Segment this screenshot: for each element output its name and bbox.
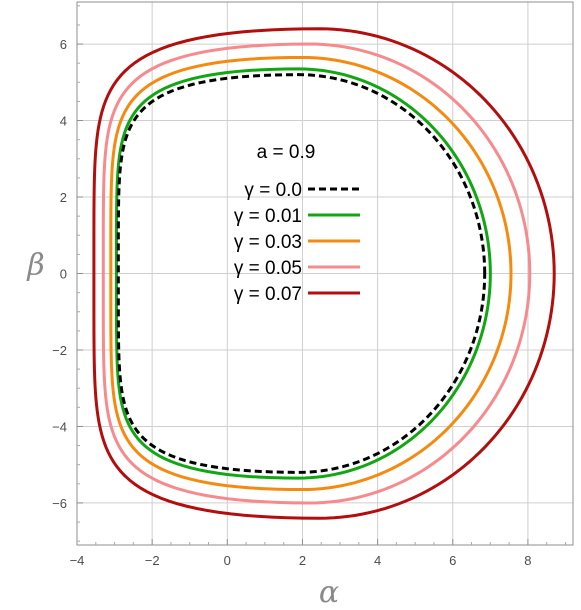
x-axis-label: α bbox=[319, 575, 339, 610]
legend-label: γ = 0.0 bbox=[244, 180, 302, 201]
y-axis-label: β bbox=[26, 248, 44, 283]
x-tick-label: 4 bbox=[374, 553, 381, 568]
x-tick-label: 6 bbox=[449, 553, 456, 568]
x-tick-label: 8 bbox=[524, 553, 531, 568]
y-tick-label: −4 bbox=[52, 419, 67, 434]
curve-0-07 bbox=[92, 27, 556, 520]
curve-0-01 bbox=[114, 67, 492, 480]
legend: γ = 0.0 γ = 0.01 γ = 0.03 γ = 0.05 γ = 0.07 bbox=[234, 180, 360, 305]
y-tick-label: −2 bbox=[52, 343, 67, 358]
y-tick-label: 6 bbox=[60, 37, 67, 52]
y-tick-label: 2 bbox=[60, 190, 67, 205]
legend-label: γ = 0.05 bbox=[234, 258, 302, 279]
y-tick-label: 0 bbox=[60, 267, 67, 282]
curve-0-03 bbox=[109, 55, 513, 492]
curve-0-05 bbox=[101, 42, 532, 505]
x-tick-label: −4 bbox=[70, 553, 85, 568]
x-tick-label: −2 bbox=[145, 553, 160, 568]
legend-label: γ = 0.03 bbox=[234, 232, 302, 253]
axis-ticks: −4 −2 0 2 4 6 8 −6 −4 −2 0 2 4 6 bbox=[52, 5, 566, 568]
legend-label: γ = 0.07 bbox=[234, 284, 302, 305]
x-tick-label: 2 bbox=[299, 553, 306, 568]
spin-annotation: a = 0.9 bbox=[257, 142, 316, 163]
y-tick-label: −6 bbox=[52, 496, 67, 511]
y-tick-label: 4 bbox=[60, 114, 67, 129]
shadow-curves bbox=[92, 27, 556, 520]
x-tick-label: 0 bbox=[224, 553, 231, 568]
curve-0-0 bbox=[116, 73, 487, 474]
legend-label: γ = 0.01 bbox=[234, 206, 302, 227]
